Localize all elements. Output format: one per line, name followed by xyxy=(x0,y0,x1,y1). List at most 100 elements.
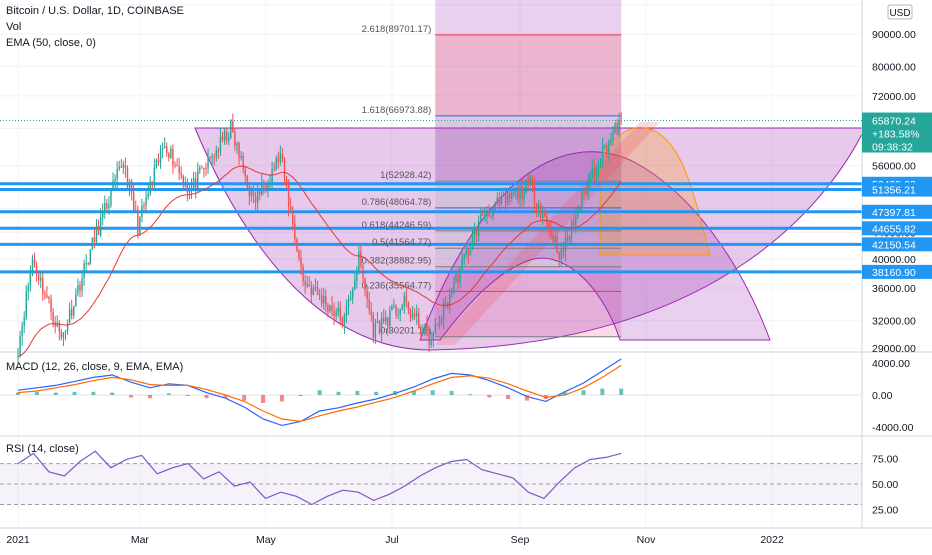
candle xyxy=(521,186,523,200)
candle xyxy=(209,157,211,159)
candle xyxy=(302,267,304,282)
candle xyxy=(242,155,244,170)
fib-label: 1.618(66973.88) xyxy=(362,105,432,116)
macd-legend: MACD (12, 26, close, 9, EMA, EMA) xyxy=(6,361,183,373)
candle xyxy=(384,317,387,322)
candle xyxy=(296,239,298,251)
candle xyxy=(213,156,215,158)
candle xyxy=(188,190,191,193)
macd-histogram-bar xyxy=(524,395,529,401)
candle xyxy=(387,317,389,326)
candle xyxy=(197,171,199,189)
candle xyxy=(401,306,403,310)
candle xyxy=(316,287,319,295)
candle xyxy=(587,181,589,194)
candle xyxy=(23,317,25,326)
time-tick: May xyxy=(256,534,277,546)
candle xyxy=(473,229,476,236)
candle xyxy=(577,211,579,217)
candle xyxy=(482,213,484,217)
candle xyxy=(50,299,52,313)
candle xyxy=(535,203,538,209)
candle xyxy=(486,211,488,216)
candle xyxy=(492,207,494,217)
candle xyxy=(281,153,284,160)
candle xyxy=(568,235,571,241)
fib-label: 0.5(41564.77) xyxy=(372,237,431,248)
candle xyxy=(223,131,226,140)
candle xyxy=(170,148,172,158)
currency-badge[interactable]: USD xyxy=(887,4,913,20)
candle xyxy=(62,332,65,338)
candle xyxy=(558,252,560,259)
fib-upper-zone xyxy=(435,115,622,182)
candle xyxy=(130,181,133,193)
candle xyxy=(515,189,517,193)
candle xyxy=(147,193,149,198)
candle xyxy=(471,235,474,250)
macd-histogram-bar xyxy=(355,391,360,395)
candle xyxy=(356,270,358,281)
candle xyxy=(289,206,292,210)
time-tick: 2021 xyxy=(6,534,30,546)
candle xyxy=(97,225,100,236)
macd-histogram-bar xyxy=(147,395,152,399)
candle xyxy=(186,185,189,193)
candle xyxy=(40,278,42,281)
rsi-line xyxy=(17,450,622,506)
price-tick: 32000.00 xyxy=(872,316,916,328)
candle xyxy=(347,299,350,307)
candle xyxy=(298,250,300,258)
candle xyxy=(126,168,129,188)
candle xyxy=(399,309,401,315)
candle-countdown: 09:38:32 xyxy=(872,142,913,154)
macd-histogram-bar xyxy=(279,395,284,402)
candle xyxy=(304,281,306,286)
candle xyxy=(477,220,480,237)
candle xyxy=(27,285,30,292)
candle xyxy=(112,180,114,189)
candle xyxy=(351,288,354,299)
candle xyxy=(132,192,135,210)
candle xyxy=(354,280,356,289)
candle xyxy=(225,131,228,141)
candle xyxy=(250,190,253,196)
candle xyxy=(238,143,240,158)
rsi-legend: RSI (14, close) xyxy=(6,443,79,455)
candle xyxy=(614,123,616,133)
candle xyxy=(70,308,73,316)
candle xyxy=(279,153,282,163)
candle xyxy=(378,321,381,333)
candle xyxy=(562,248,565,252)
candle xyxy=(323,296,325,304)
candle xyxy=(157,159,160,163)
level-tag-label: 47397.81 xyxy=(872,207,916,219)
candle xyxy=(498,197,501,204)
candle xyxy=(184,185,187,187)
macd-histogram-bar xyxy=(468,394,473,396)
rsi-tick: 75.00 xyxy=(872,453,898,465)
candle xyxy=(217,150,220,152)
price-change: +183.58% xyxy=(872,129,920,141)
candle xyxy=(256,191,259,203)
level-tag xyxy=(862,221,932,236)
candle xyxy=(581,191,583,209)
candle xyxy=(446,302,449,307)
price-tick: 40000.00 xyxy=(872,254,916,266)
candle xyxy=(465,250,468,255)
fib-label: 1(52928.42) xyxy=(380,170,431,181)
candle xyxy=(612,132,614,140)
candle xyxy=(339,307,341,319)
candle xyxy=(550,227,552,237)
candle xyxy=(199,167,201,172)
candle xyxy=(370,310,372,316)
candle xyxy=(508,192,511,199)
candle xyxy=(467,250,470,256)
candle xyxy=(496,197,498,203)
candle xyxy=(135,209,137,211)
candle xyxy=(337,307,339,313)
candle xyxy=(564,237,567,252)
candle xyxy=(409,310,412,318)
